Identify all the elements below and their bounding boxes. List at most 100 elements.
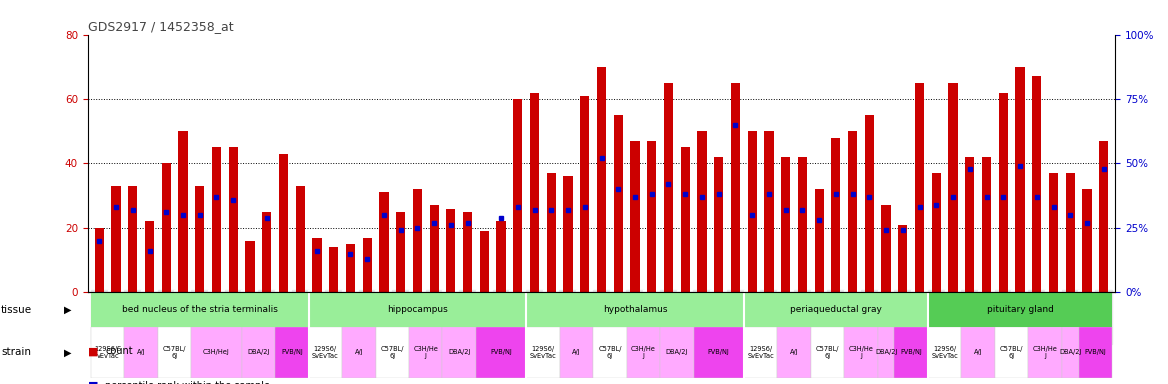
Text: DBA/2J: DBA/2J bbox=[248, 349, 270, 356]
Text: A/J: A/J bbox=[572, 349, 580, 356]
Bar bbox=[527, 327, 559, 378]
Bar bbox=[681, 147, 690, 292]
Text: hypothalamus: hypothalamus bbox=[603, 305, 667, 314]
Bar bbox=[1033, 76, 1042, 292]
Text: DBA/2J: DBA/2J bbox=[1059, 349, 1082, 356]
Text: 129S6/S
vEvTac: 129S6/S vEvTac bbox=[95, 346, 121, 359]
Bar bbox=[663, 83, 673, 292]
Text: pituitary gland: pituitary gland bbox=[987, 305, 1054, 314]
Text: strain: strain bbox=[1, 348, 32, 358]
Bar bbox=[948, 83, 958, 292]
Bar bbox=[158, 327, 192, 378]
Text: ■: ■ bbox=[88, 381, 98, 384]
Bar bbox=[631, 141, 640, 292]
Text: A/J: A/J bbox=[974, 349, 982, 356]
Bar bbox=[660, 327, 694, 378]
Bar bbox=[530, 93, 540, 292]
Bar bbox=[308, 327, 342, 378]
Bar bbox=[999, 93, 1008, 292]
Bar bbox=[409, 327, 443, 378]
Text: GDS2917 / 1452358_at: GDS2917 / 1452358_at bbox=[88, 20, 234, 33]
Bar bbox=[412, 189, 422, 292]
Text: 129S6/
SvEvTac: 129S6/ SvEvTac bbox=[312, 346, 339, 359]
Bar bbox=[1028, 327, 1062, 378]
Bar bbox=[927, 327, 961, 378]
Text: FVB/NJ: FVB/NJ bbox=[1084, 349, 1106, 356]
Bar bbox=[781, 157, 791, 292]
Text: C3H/HeJ: C3H/HeJ bbox=[203, 349, 230, 356]
Bar bbox=[376, 327, 409, 378]
Text: ▶: ▶ bbox=[64, 348, 71, 358]
Bar bbox=[547, 173, 556, 292]
Bar bbox=[995, 327, 1028, 378]
Text: hippocampus: hippocampus bbox=[387, 305, 447, 314]
Bar bbox=[145, 222, 154, 292]
Bar bbox=[563, 176, 572, 292]
Text: tissue: tissue bbox=[1, 305, 33, 314]
Bar bbox=[1083, 189, 1092, 292]
Bar bbox=[229, 147, 238, 292]
Bar bbox=[276, 327, 308, 378]
Bar bbox=[613, 115, 623, 292]
Text: C57BL/
6J: C57BL/ 6J bbox=[815, 346, 840, 359]
Bar bbox=[965, 157, 974, 292]
Bar bbox=[697, 131, 707, 292]
Text: periaqueductal gray: periaqueductal gray bbox=[790, 305, 882, 314]
Bar bbox=[731, 83, 741, 292]
Bar bbox=[362, 238, 371, 292]
Bar bbox=[527, 292, 744, 327]
Bar bbox=[245, 241, 255, 292]
Bar bbox=[814, 189, 823, 292]
Bar bbox=[1099, 141, 1108, 292]
Bar bbox=[463, 212, 472, 292]
Bar bbox=[1065, 173, 1075, 292]
Bar bbox=[848, 131, 857, 292]
Text: A/J: A/J bbox=[790, 349, 799, 356]
Bar bbox=[1015, 67, 1024, 292]
Bar bbox=[95, 228, 104, 292]
Bar bbox=[593, 327, 626, 378]
Bar bbox=[513, 99, 522, 292]
Bar bbox=[111, 186, 120, 292]
Text: C3H/He
J: C3H/He J bbox=[1033, 346, 1057, 359]
Text: C57BL/
6J: C57BL/ 6J bbox=[162, 346, 187, 359]
Bar bbox=[626, 327, 660, 378]
Bar bbox=[443, 327, 477, 378]
Bar bbox=[346, 244, 355, 292]
Text: C57BL/
6J: C57BL/ 6J bbox=[598, 346, 621, 359]
Text: ■: ■ bbox=[88, 346, 98, 356]
Bar bbox=[380, 192, 389, 292]
Text: C3H/He
J: C3H/He J bbox=[849, 346, 874, 359]
Bar bbox=[961, 327, 995, 378]
Text: DBA/2J: DBA/2J bbox=[449, 349, 471, 356]
Text: count: count bbox=[105, 346, 133, 356]
Bar bbox=[446, 209, 456, 292]
Bar bbox=[329, 247, 339, 292]
Bar bbox=[91, 327, 125, 378]
Text: 129S6/
SvEvTac: 129S6/ SvEvTac bbox=[748, 346, 774, 359]
Bar bbox=[342, 327, 376, 378]
Text: C3H/He
J: C3H/He J bbox=[413, 346, 438, 359]
Bar bbox=[211, 147, 221, 292]
Bar bbox=[296, 186, 305, 292]
Text: percentile rank within the sample: percentile rank within the sample bbox=[105, 381, 270, 384]
Bar bbox=[308, 292, 527, 327]
Bar bbox=[91, 292, 308, 327]
Text: 129S6/
SvEvTac: 129S6/ SvEvTac bbox=[529, 346, 556, 359]
Bar bbox=[927, 292, 1112, 327]
Bar bbox=[312, 238, 321, 292]
Bar bbox=[161, 164, 171, 292]
Text: C57BL/
6J: C57BL/ 6J bbox=[381, 346, 404, 359]
Bar bbox=[559, 327, 593, 378]
Bar bbox=[764, 131, 773, 292]
Bar bbox=[580, 96, 590, 292]
Text: FVB/NJ: FVB/NJ bbox=[708, 349, 730, 356]
Bar bbox=[811, 327, 844, 378]
Text: FVB/NJ: FVB/NJ bbox=[901, 349, 922, 356]
Bar bbox=[262, 212, 271, 292]
Bar bbox=[192, 327, 242, 378]
Bar bbox=[744, 292, 927, 327]
Text: ▶: ▶ bbox=[64, 305, 71, 314]
Bar bbox=[1078, 327, 1112, 378]
Text: bed nucleus of the stria terminalis: bed nucleus of the stria terminalis bbox=[121, 305, 278, 314]
